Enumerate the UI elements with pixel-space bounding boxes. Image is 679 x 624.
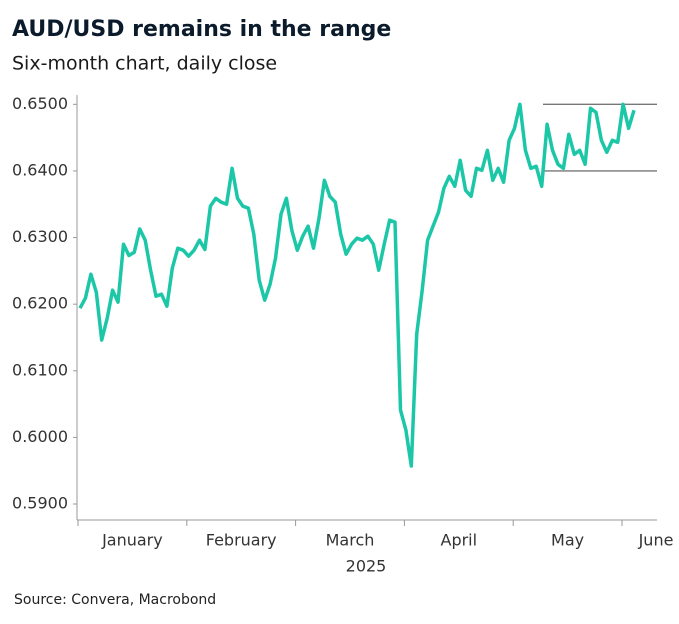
x-tick-label: April (441, 531, 478, 550)
year-label: 2025 (346, 557, 387, 576)
y-tick-label: 0.6400 (12, 160, 68, 179)
x-tick-label: May (551, 531, 584, 550)
y-tick-label: 0.6200 (12, 294, 68, 313)
y-tick-label: 0.6500 (12, 94, 68, 113)
source: Source: Convera, Macrobond (14, 592, 216, 608)
x-tick-label: February (206, 531, 277, 550)
y-tick-label: 0.6100 (12, 360, 68, 379)
y-tick-label: 0.6000 (12, 427, 68, 446)
chart-subtitle: Six-month chart, daily close (12, 53, 277, 75)
y-tick-label: 0.6300 (12, 227, 68, 246)
chart-title: AUD/USD remains in the range (12, 17, 391, 42)
y-tick-label: 0.5900 (12, 494, 68, 513)
line-series (78, 102, 636, 468)
x-tick-label: March (326, 531, 375, 550)
x-tick-label: June (638, 531, 674, 550)
x-tick-label: January (101, 531, 163, 550)
